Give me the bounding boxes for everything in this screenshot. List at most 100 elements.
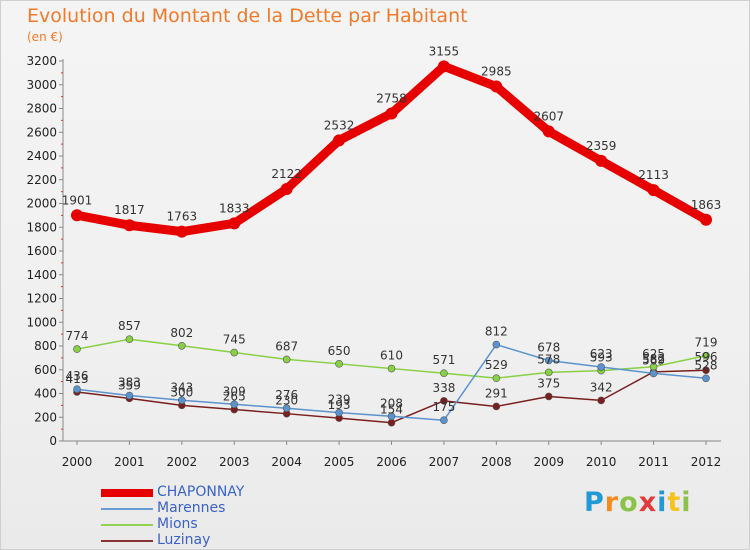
- point-chaponnay-2007: [437, 60, 450, 73]
- data-label-marennes-2008: 812: [485, 325, 508, 339]
- point-marennes-2011: [649, 369, 658, 378]
- data-label-luzinay-2006: 154: [380, 403, 403, 417]
- data-label-chaponnay-2010: 2359: [586, 139, 617, 153]
- point-chaponnay-2010: [595, 154, 608, 167]
- legend-label-marennes: Marennes: [157, 500, 226, 516]
- data-label-marennes-2004: 276: [275, 388, 298, 402]
- data-label-marennes-2010: 623: [590, 347, 613, 361]
- point-marennes-2007: [440, 416, 448, 425]
- y-tick-label-1000: 1000: [26, 315, 57, 329]
- point-marennes-2010: [597, 363, 605, 371]
- legend-item-marennes: Marennes: [101, 500, 341, 517]
- point-mions-2003: [230, 348, 239, 357]
- data-label-chaponnay-2002: 1763: [167, 210, 198, 224]
- data-label-chaponnay-2007: 3155: [429, 44, 460, 58]
- data-label-luzinay-2007: 338: [432, 381, 455, 395]
- point-mions-2004: [282, 355, 291, 364]
- legend-item-mions: Mions: [101, 516, 341, 533]
- data-label-luzinay-2009: 375: [537, 376, 560, 390]
- logo-letter: i: [681, 487, 692, 518]
- point-luzinay-2010: [597, 396, 605, 405]
- point-mions-2002: [178, 341, 186, 350]
- data-label-chaponnay-2011: 2113: [638, 168, 669, 182]
- data-label-luzinay-2010: 342: [590, 380, 613, 394]
- x-tick-label-2003: 2003: [219, 455, 250, 469]
- data-label-luzinay-2005: 193: [328, 398, 351, 412]
- y-tick-label-2800: 2800: [26, 102, 57, 116]
- point-chaponnay-2009: [542, 125, 555, 138]
- data-label-luzinay-2008: 291: [485, 386, 508, 400]
- y-tick-label-2200: 2200: [26, 173, 57, 187]
- point-mions-2007: [440, 369, 448, 377]
- y-tick-label-200: 200: [34, 410, 57, 424]
- x-tick-label-2010: 2010: [586, 455, 617, 469]
- legend-item-chaponnay: CHAPONNAY: [101, 484, 341, 501]
- data-label-mions-2003: 745: [223, 333, 246, 347]
- data-label-luzinay-2000: 413: [66, 372, 89, 386]
- x-tick-label-2009: 2009: [533, 455, 564, 469]
- data-label-marennes-2000: 436: [66, 369, 89, 383]
- data-label-chaponnay-2012: 1863: [691, 198, 722, 212]
- data-label-mions-2005: 650: [328, 344, 351, 358]
- point-chaponnay-2002: [175, 225, 188, 238]
- point-mions-2008: [492, 374, 501, 382]
- data-label-chaponnay-2004: 2122: [271, 167, 302, 181]
- point-chaponnay-2005: [333, 134, 346, 147]
- data-label-chaponnay-2000: 1901: [62, 193, 93, 207]
- legend-label-mions: Mions: [157, 516, 198, 532]
- point-mions-2009: [544, 368, 553, 377]
- logo-letter: P: [584, 487, 605, 518]
- x-tick-label-2002: 2002: [167, 455, 198, 469]
- y-tick-label-2600: 2600: [26, 125, 57, 139]
- data-label-mions-2001: 857: [118, 319, 141, 333]
- proxiti-logo: Proxiti: [584, 487, 692, 518]
- x-tick-label-2001: 2001: [114, 455, 145, 469]
- legend-swatch-mions: [101, 524, 153, 526]
- data-label-marennes-2005: 239: [328, 393, 351, 407]
- data-label-luzinay-2012: 596: [695, 350, 718, 364]
- point-marennes-2001: [125, 391, 134, 400]
- data-label-luzinay-2004: 230: [275, 394, 298, 408]
- x-tick-label-2012: 2012: [691, 455, 722, 469]
- logo-letter: i: [657, 487, 668, 518]
- logo-letter: r: [604, 487, 620, 518]
- y-tick-label-2000: 2000: [26, 197, 57, 211]
- point-luzinay-2012: [702, 366, 710, 375]
- point-chaponnay-2001: [123, 219, 136, 232]
- legend: CHAPONNAY Marennes Mions Luzinay: [101, 484, 341, 549]
- point-marennes-2004: [282, 404, 291, 413]
- axes: 0 200 400 600 800 1000 1200 1400 1600 1800 2000 220…: [26, 54, 721, 469]
- point-luzinay-2007: [440, 397, 448, 405]
- y-tick-label-0: 0: [49, 434, 57, 448]
- point-marennes-2012: [702, 374, 710, 383]
- logo-letter: x: [638, 487, 658, 518]
- point-chaponnay-2012: [700, 213, 712, 226]
- data-label-chaponnay-2009: 2607: [533, 109, 564, 123]
- data-label-mions-2004: 687: [275, 339, 298, 353]
- x-tick-label-2008: 2008: [481, 455, 512, 469]
- data-label-mions-2007: 571: [432, 353, 455, 367]
- point-marennes-2006: [387, 412, 396, 421]
- data-label-luzinay-2002: 300: [170, 385, 193, 399]
- data-label-mions-2011: 625: [642, 347, 665, 361]
- data-label-mions-2002: 802: [170, 326, 193, 340]
- point-marennes-2009: [544, 356, 553, 365]
- x-tick-label-2000: 2000: [62, 455, 93, 469]
- x-tick-label-2007: 2007: [429, 455, 460, 469]
- point-marennes-2003: [230, 400, 239, 409]
- legend-swatch-marennes: [101, 508, 153, 510]
- data-label-marennes-2009: 678: [537, 340, 560, 354]
- y-tick-label-2400: 2400: [26, 149, 57, 163]
- chart-title: Evolution du Montant de la Dette par Hab…: [27, 5, 468, 27]
- data-label-chaponnay-2006: 2758: [376, 91, 407, 105]
- y-tick-label-800: 800: [34, 339, 57, 353]
- x-tick-label-2004: 2004: [271, 455, 302, 469]
- point-mions-2005: [335, 360, 343, 368]
- point-mions-2012: [702, 351, 710, 360]
- data-label-chaponnay-2003: 1833: [219, 201, 250, 215]
- data-label-chaponnay-2005: 2532: [324, 118, 355, 132]
- y-tick-label-3200: 3200: [26, 54, 57, 68]
- point-mions-2001: [125, 335, 134, 344]
- data-label-mions-2006: 610: [380, 349, 403, 363]
